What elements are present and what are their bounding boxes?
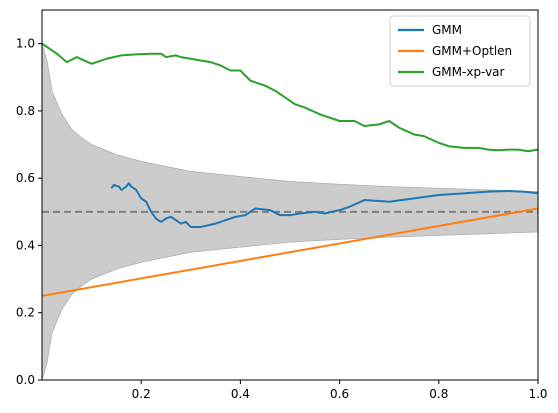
plot-frame: [41, 9, 539, 381]
x-axis: 0.2 0.4 0.6 0.8 1.0: [132, 380, 548, 401]
legend-label-gmm-xp-var: GMM-xp-var: [432, 65, 505, 79]
x-tick-label: 0.8: [429, 387, 448, 401]
legend-box: [389, 15, 531, 87]
y-tick-label: 0.6: [16, 171, 35, 185]
y-tick-label: 0.0: [16, 373, 35, 387]
legend-label-gmm-optlen: GMM+Optlen: [432, 44, 512, 58]
x-tick-label: 1.0: [528, 387, 547, 401]
x-tick-label: 0.2: [132, 387, 151, 401]
x-tick-label: 0.4: [231, 387, 250, 401]
series-line-gmm: [110, 182, 538, 228]
y-tick-label: 0.8: [16, 104, 35, 118]
y-tick-label: 0.4: [16, 238, 35, 252]
y-axis: 0.0 0.2 0.4 0.6 0.8 1.0: [16, 37, 42, 387]
legend: GMM GMM+Optlen GMM-xp-var: [389, 15, 531, 87]
series-line-gmm-xp-var: [42, 42, 538, 153]
x-tick-label: 0.6: [330, 387, 349, 401]
y-tick-label: 0.2: [16, 306, 35, 320]
series-line-gmm-optlen: [42, 207, 538, 297]
series-layer: [42, 42, 538, 297]
legend-label-gmm: GMM: [432, 23, 462, 37]
y-tick-label: 1.0: [16, 37, 35, 51]
